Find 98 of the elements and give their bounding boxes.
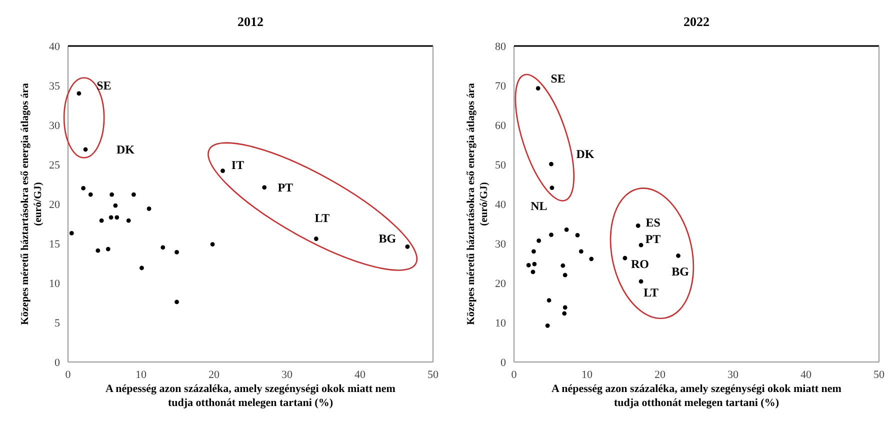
point [536,86,540,90]
point [562,311,567,316]
annotation: LT [314,210,330,225]
point [532,262,537,266]
point [99,218,104,223]
point [676,254,680,258]
point [638,242,644,248]
annotation: SE [96,78,112,92]
annotation: PT [645,232,661,246]
y-tick-label: 50 [495,159,506,172]
point [526,263,531,268]
x-axis-title: A népesség azon százaléka, amely szegénységi okok miatt nem tudja otthonát melegen tartani (%) [106,383,396,409]
x-tick-label: 10 [582,368,593,381]
x-tick-label: 40 [800,368,812,381]
y-tick-label: 0 [500,356,506,369]
x-axis-title: A népesség azon százaléka, amely szegénységi okok miatt nem tudja otthonát melegen tartani (%) [552,383,842,409]
point [562,305,568,310]
x-tick-label: 0 [65,368,72,381]
y-tick-label: 30 [495,238,506,250]
point [108,215,114,220]
point [106,246,110,252]
y-tick-label: 40 [495,198,506,211]
x-tick-label: 50 [428,368,439,381]
point [562,272,568,278]
y-tick-label: 15 [49,238,60,250]
point [210,242,215,246]
point [589,256,594,262]
annotation: PT [278,180,294,194]
y-tick-label: 35 [49,80,60,92]
x-tick-label: 10 [136,368,147,381]
point [564,227,569,232]
point [126,218,131,223]
point [81,186,86,190]
annotation: ES [646,216,661,230]
x-tick-label: 50 [874,368,885,381]
y-tick-label: 10 [495,317,506,330]
y-tick-label: 0 [54,356,60,369]
y-axis-title: Közepes méretű háztartásokra eső energia átlagos ára (euró/GJ) [466,82,490,325]
annotation: BG [672,264,689,279]
point [140,266,144,270]
point [174,300,179,304]
point [69,231,74,236]
point [146,206,152,211]
point [536,238,542,243]
point [575,233,580,238]
y-tick-label: 20 [495,278,506,290]
point [532,249,536,254]
annotation: NL [530,198,548,213]
x-tick-label: 40 [354,368,366,381]
annotation: DK [116,142,136,156]
chart-title: 2012 [238,14,264,29]
point [114,215,120,220]
point [530,270,536,274]
point [314,236,318,241]
point [88,192,93,197]
point [160,245,166,250]
annotation: LT [644,285,658,300]
point [546,298,552,303]
point [545,323,550,328]
point [560,263,566,268]
annotation: SE [550,71,566,86]
point [76,91,82,96]
annotation: DK [576,147,595,162]
x-tick-label: 30 [282,368,293,381]
point [96,248,100,253]
annotation: BG [378,232,396,246]
x-tick-label: 0 [511,368,518,381]
point [549,162,554,166]
point [174,250,179,254]
y-tick-label: 25 [49,159,60,172]
annotation: IT [231,158,244,172]
y-axis-title: Közepes méretű háztartásokra eső energia átlagos ára (euró/GJ) [20,82,44,325]
y-tick-label: 80 [495,40,506,53]
point [110,192,114,197]
y-tick-label: 30 [49,120,60,132]
y-tick-label: 40 [49,40,60,53]
annotation: RO [630,257,649,272]
y-tick-label: 10 [49,278,60,290]
y-tick-label: 70 [495,80,506,92]
y-tick-label: 5 [54,317,60,330]
point [132,192,136,197]
chart-title: 2022 [684,14,710,29]
point [220,168,225,174]
point [638,279,644,284]
point [636,224,640,228]
point [550,186,554,190]
point [622,256,628,260]
point [578,249,584,254]
point [83,147,88,152]
x-tick-label: 30 [728,368,739,381]
point [405,244,410,249]
x-tick-label: 20 [654,368,666,381]
x-tick-label: 20 [208,368,220,381]
y-tick-label: 60 [495,120,506,132]
y-tick-label: 20 [49,198,60,211]
point [113,203,118,208]
point [262,185,267,190]
point [549,232,554,238]
